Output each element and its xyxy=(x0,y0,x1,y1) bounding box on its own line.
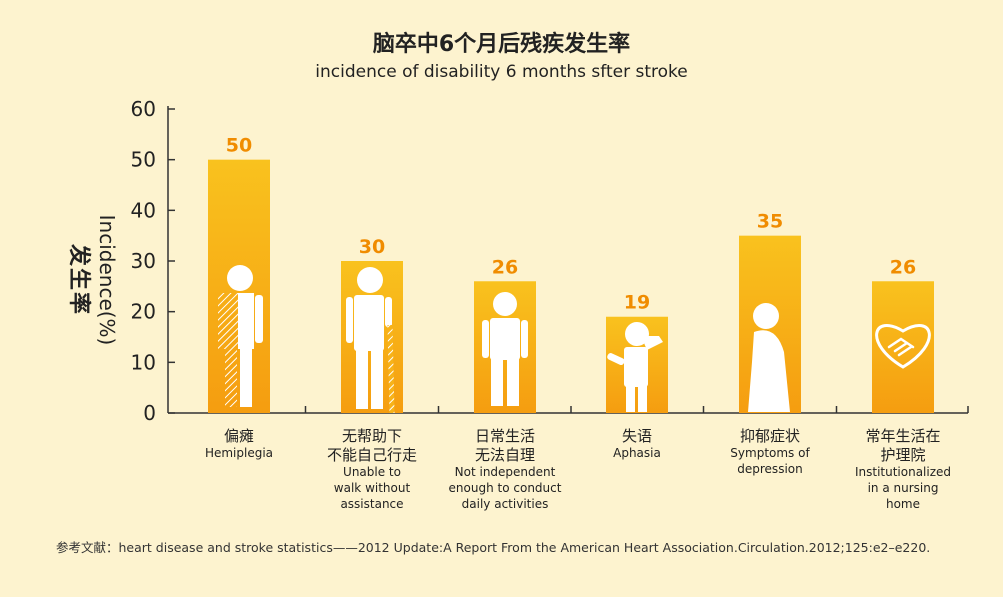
bar-group-6: 26 xyxy=(872,256,934,413)
data-label: 26 xyxy=(890,256,916,278)
y-axis-label-cn: 发生率 xyxy=(66,243,92,316)
bar-group-3: 26 xyxy=(474,256,536,413)
y-tick-label: 50 xyxy=(131,148,156,172)
category-label-en: Institutionalized xyxy=(855,465,951,479)
category-label-cn: 护理院 xyxy=(880,446,925,464)
y-tick-label: 20 xyxy=(131,300,156,324)
category-label-en: Hemiplegia xyxy=(205,446,273,460)
category-label-en: walk without xyxy=(334,481,411,495)
category-label-cn: 失语 xyxy=(622,427,652,445)
category-label-en: assistance xyxy=(340,497,403,511)
y-tick-label: 40 xyxy=(131,198,156,222)
data-label: 26 xyxy=(492,256,518,278)
chart-subtitle: incidence of disability 6 months sfter s… xyxy=(315,62,688,82)
y-axis-label: Incidence(%) xyxy=(95,215,119,346)
category-label-en: Unable to xyxy=(343,465,401,479)
category-label-en: home xyxy=(886,497,920,511)
category-label-cn: 日常生活 xyxy=(475,427,535,445)
walking-cane-person-icon xyxy=(346,267,395,414)
category-label-en: Aphasia xyxy=(613,446,661,460)
data-label: 19 xyxy=(624,292,650,314)
chart-title: 脑卒中6个月后残疾发生率 xyxy=(372,32,631,57)
data-label: 35 xyxy=(757,211,783,233)
y-tick-label: 0 xyxy=(143,401,156,425)
y-tick-label: 60 xyxy=(131,97,156,121)
standing-person-icon xyxy=(482,292,528,406)
heart-handshake-icon xyxy=(875,324,931,369)
bar-group-2: 30 xyxy=(341,236,403,414)
category-label-en: in a nursing xyxy=(868,481,939,495)
category-label-en: depression xyxy=(737,462,802,476)
bar-group-5: 35 xyxy=(739,211,801,413)
category-label-en: daily activities xyxy=(462,497,549,511)
category-label-cn: 偏瘫 xyxy=(224,427,254,445)
source-citation: 参考文献：heart disease and stroke statistics… xyxy=(56,540,931,555)
category-label-en: enough to conduct xyxy=(449,481,562,495)
category-label-cn: 不能自己行走 xyxy=(327,446,417,464)
data-label: 30 xyxy=(359,236,385,258)
category-label-en: Not independent xyxy=(455,465,556,479)
bar-group-4: 19 xyxy=(606,292,668,413)
bars-group: 50 30 26 19 35 26 xyxy=(208,135,934,414)
category-label-en: Symptoms of xyxy=(730,446,810,460)
y-tick-label: 30 xyxy=(131,249,156,273)
bar-group-1: 50 xyxy=(208,135,270,413)
category-label-cn: 抑郁症状 xyxy=(740,427,800,445)
category-label-cn: 无法自理 xyxy=(475,446,535,464)
data-label: 50 xyxy=(226,135,252,157)
y-tick-label: 10 xyxy=(131,350,156,374)
hemiplegia-person-icon xyxy=(218,265,263,407)
depressed-person-icon xyxy=(748,303,790,412)
aphasia-person-icon xyxy=(607,322,663,412)
axes: 0 10 20 30 40 50 60 Incidence(%)发生率 xyxy=(66,97,969,425)
category-label-cn: 常年生活在 xyxy=(865,427,940,445)
category-label-cn: 无帮助下 xyxy=(342,427,402,445)
